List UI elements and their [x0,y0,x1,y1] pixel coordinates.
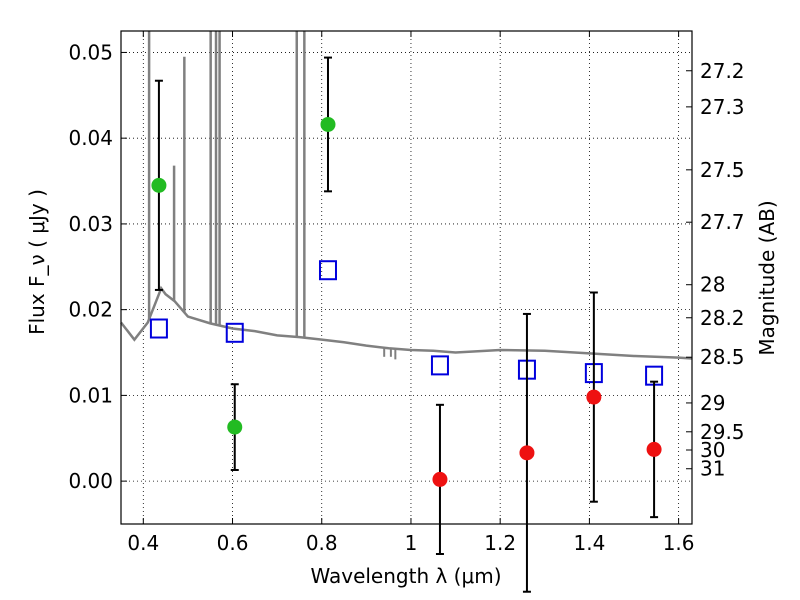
model-flux-square [318,260,337,281]
model-flux-squares [149,260,664,386]
right-tick-label: 29.5 [700,420,745,444]
y-tick-label: 0.04 [68,126,113,150]
non-detection-point [432,471,448,487]
detection-point [227,419,243,435]
model-spectrum [120,31,693,360]
right-tick-label: 29 [700,391,725,415]
non-detection-point [586,389,602,405]
y-tick-label: 0.00 [68,469,113,493]
model-flux-square [149,318,168,339]
y-axis-label: Flux F_ν ( μJy ) [25,189,49,335]
right-tick-label: 27.7 [700,210,745,234]
y-tick-label: 0.02 [68,298,113,322]
x-tick-label: 1.4 [573,531,605,555]
non-detection-point [519,445,535,461]
right-tick-label: 30 [700,438,725,462]
y-tick-label: 0.03 [68,212,113,236]
photometry-points [151,116,662,487]
spectrum-continuum [120,285,693,360]
plot-frame [120,30,693,525]
model-flux-square [225,322,244,343]
non-detection-point [646,441,662,457]
x-tick-label: 0.8 [306,531,338,555]
grid [121,31,692,524]
model-flux-square [430,355,449,376]
x-tick-label: 0.4 [127,531,159,555]
tick-labels: 0.4 0.6 0.8 1 1.2 1.4 1.6 0.00 0.01 0.02 0.03 0.04 0… [68,40,744,555]
detection-point [320,116,336,132]
y-tick-label: 0.01 [68,383,113,407]
x-tick-label: 0.6 [217,531,249,555]
right-tick-label: 27.2 [700,59,745,83]
right-tick-label: 31 [700,457,725,481]
y-tick-label: 0.05 [68,40,113,64]
x-tick-label: 1 [405,531,418,555]
x-tick-label: 1.6 [663,531,695,555]
detection-point [151,177,167,193]
right-tick-label: 27.5 [700,158,745,182]
right-tick-label: 28.5 [700,345,745,369]
right-tick-label: 27.3 [700,95,745,119]
right-tick-label: 28 [700,273,725,297]
x-tick-label: 1.2 [484,531,516,555]
ticks [121,31,692,524]
y-axis-right-label: Magnitude (AB) [755,200,779,355]
x-axis-label: Wavelength λ (μm) [310,564,501,588]
right-tick-label: 28.2 [700,306,745,330]
